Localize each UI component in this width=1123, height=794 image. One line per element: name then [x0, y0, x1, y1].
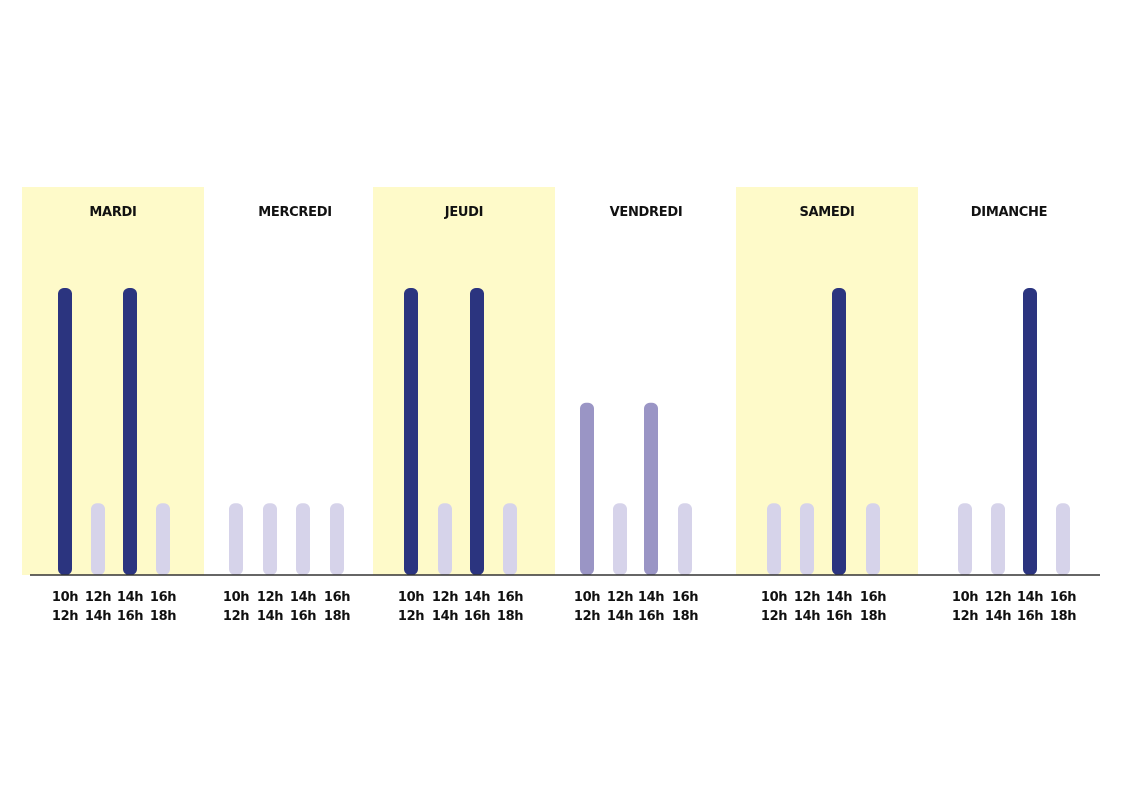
highlight-band-mardi — [22, 187, 204, 575]
bar-mardi-10h — [58, 288, 72, 575]
highlight-band-samedi — [736, 187, 918, 575]
tick-end-mercredi-1: 14h — [257, 609, 283, 624]
bar-samedi-14h — [832, 288, 846, 575]
day-labels: MARDI MERCREDI JEUDI VENDREDI SAMEDI DIMANCHE — [89, 205, 1047, 220]
bar-jeudi-10h — [404, 288, 418, 575]
tick-end-samedi-1: 14h — [794, 609, 820, 624]
tick-start-mardi-1: 12h — [85, 590, 111, 605]
tick-end-mardi-0: 12h — [52, 609, 78, 624]
day-label-vendredi: VENDREDI — [610, 205, 683, 220]
tick-end-jeudi-2: 16h — [464, 609, 490, 624]
bar-samedi-16h — [866, 503, 880, 575]
tick-start-jeudi-0: 10h — [398, 590, 424, 605]
bar-mercredi-12h — [263, 503, 277, 575]
tick-start-vendredi-0: 10h — [574, 590, 600, 605]
bar-vendredi-14h — [644, 402, 658, 575]
tick-start-mercredi-2: 14h — [290, 590, 316, 605]
bar-mercredi-16h — [330, 503, 344, 575]
tick-start-dimanche-0: 10h — [952, 590, 978, 605]
bar-vendredi-10h — [580, 402, 594, 575]
bar-dimanche-12h — [991, 503, 1005, 575]
tick-end-mardi-1: 14h — [85, 609, 111, 624]
tick-start-vendredi-1: 12h — [607, 590, 633, 605]
day-label-jeudi: JEUDI — [444, 205, 483, 220]
bar-mardi-12h — [91, 503, 105, 575]
tick-end-mercredi-3: 18h — [324, 609, 350, 624]
tick-start-vendredi-2: 14h — [638, 590, 664, 605]
tick-start-dimanche-2: 14h — [1017, 590, 1043, 605]
bar-mercredi-14h — [296, 503, 310, 575]
bar-jeudi-12h — [438, 503, 452, 575]
tick-start-dimanche-3: 16h — [1050, 590, 1076, 605]
tick-end-vendredi-0: 12h — [574, 609, 600, 624]
bars — [58, 288, 1070, 575]
bar-mardi-14h — [123, 288, 137, 575]
day-label-mardi: MARDI — [89, 205, 136, 220]
tick-start-dimanche-1: 12h — [985, 590, 1011, 605]
bar-jeudi-14h — [470, 288, 484, 575]
tick-start-mardi-0: 10h — [52, 590, 78, 605]
bar-dimanche-10h — [958, 503, 972, 575]
highlight-band-jeudi — [373, 187, 555, 575]
tick-start-samedi-1: 12h — [794, 590, 820, 605]
tick-end-jeudi-0: 12h — [398, 609, 424, 624]
tick-start-mercredi-0: 10h — [223, 590, 249, 605]
tick-start-vendredi-3: 16h — [672, 590, 698, 605]
tick-end-jeudi-3: 18h — [497, 609, 523, 624]
tick-start-mercredi-3: 16h — [324, 590, 350, 605]
bar-jeudi-16h — [503, 503, 517, 575]
tick-end-vendredi-2: 16h — [638, 609, 664, 624]
tick-start-samedi-2: 14h — [826, 590, 852, 605]
tick-end-vendredi-3: 18h — [672, 609, 698, 624]
tick-end-dimanche-0: 12h — [952, 609, 978, 624]
tick-end-dimanche-3: 18h — [1050, 609, 1076, 624]
day-label-dimanche: DIMANCHE — [971, 205, 1047, 220]
tick-start-samedi-3: 16h — [860, 590, 886, 605]
day-label-samedi: SAMEDI — [799, 205, 854, 220]
day-label-mercredi: MERCREDI — [258, 205, 332, 220]
tick-end-dimanche-2: 16h — [1017, 609, 1043, 624]
bar-mercredi-10h — [229, 503, 243, 575]
tick-end-mardi-3: 18h — [150, 609, 176, 624]
bar-dimanche-14h — [1023, 288, 1037, 575]
tick-start-jeudi-2: 14h — [464, 590, 490, 605]
tick-end-vendredi-1: 14h — [607, 609, 633, 624]
tick-end-jeudi-1: 14h — [432, 609, 458, 624]
tick-end-mercredi-0: 12h — [223, 609, 249, 624]
highlight-bands — [22, 187, 918, 575]
time-slot-labels: 10h 12h 12h 14h 14h 16h 16h 18h 10h 12h 12h 14h 14h 1… — [52, 590, 1077, 624]
tick-start-jeudi-1: 12h — [432, 590, 458, 605]
tick-start-mercredi-1: 12h — [257, 590, 283, 605]
tick-end-samedi-3: 18h — [860, 609, 886, 624]
tick-end-mercredi-2: 16h — [290, 609, 316, 624]
bar-vendredi-16h — [678, 503, 692, 575]
tick-end-samedi-0: 12h — [761, 609, 787, 624]
tick-start-mardi-3: 16h — [150, 590, 176, 605]
tick-start-mardi-2: 14h — [117, 590, 143, 605]
tick-end-mardi-2: 16h — [117, 609, 143, 624]
bar-dimanche-16h — [1056, 503, 1070, 575]
bar-samedi-10h — [767, 503, 781, 575]
tick-end-samedi-2: 16h — [826, 609, 852, 624]
bar-mardi-16h — [156, 503, 170, 575]
tick-start-jeudi-3: 16h — [497, 590, 523, 605]
tick-start-samedi-0: 10h — [761, 590, 787, 605]
tick-end-dimanche-1: 14h — [985, 609, 1011, 624]
bar-vendredi-12h — [613, 503, 627, 575]
bar-samedi-12h — [800, 503, 814, 575]
